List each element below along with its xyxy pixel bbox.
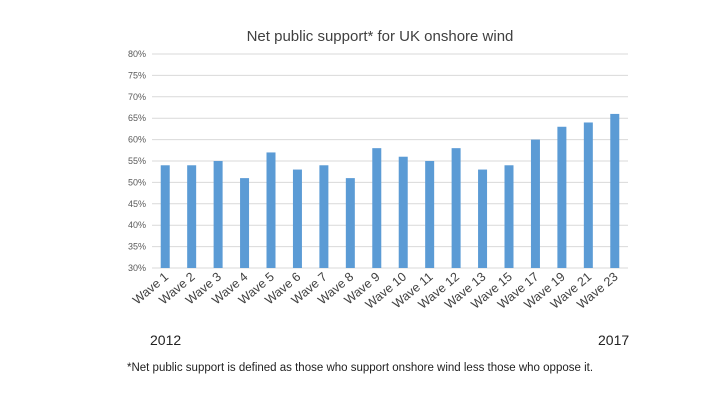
end-year-label: 2017: [598, 332, 630, 348]
bar: [292, 169, 302, 268]
bar: [583, 122, 593, 268]
y-tick-label: 70%: [128, 92, 146, 102]
y-tick-label: 35%: [128, 242, 146, 252]
bar: [557, 126, 567, 268]
gridlines: [152, 53, 628, 269]
y-tick-label: 55%: [128, 156, 146, 166]
chart-title: Net public support* for UK onshore wind: [247, 28, 514, 45]
y-tick-label: 40%: [128, 220, 146, 230]
bar: [398, 156, 408, 268]
start-year-label: 2012: [150, 332, 182, 348]
bar: [504, 165, 514, 268]
bar: [266, 152, 276, 268]
y-tick-label: 75%: [128, 70, 146, 80]
bar: [345, 178, 355, 268]
bar: [425, 161, 435, 268]
bar: [240, 178, 250, 268]
bar: [319, 165, 329, 268]
bar: [451, 148, 461, 268]
y-tick-label: 45%: [128, 199, 146, 209]
bar: [160, 165, 170, 268]
bar: [372, 148, 382, 268]
footnote: *Net public support is defined as those …: [126, 362, 594, 374]
y-tick-label: 30%: [128, 263, 146, 273]
bar: [213, 161, 223, 268]
bar: [478, 169, 488, 268]
bar: [187, 165, 197, 268]
y-tick-label: 60%: [128, 135, 146, 145]
bar: [530, 139, 540, 268]
y-tick-label: 65%: [128, 113, 146, 123]
y-tick-label: 50%: [128, 177, 146, 187]
y-axis-ticks: 30% 35% 40% 45% 50% 55% 60% 65% 70% 75% 80%: [128, 49, 146, 273]
y-tick-label: 80%: [128, 49, 146, 59]
bar: [610, 113, 620, 268]
bars: [160, 113, 620, 268]
